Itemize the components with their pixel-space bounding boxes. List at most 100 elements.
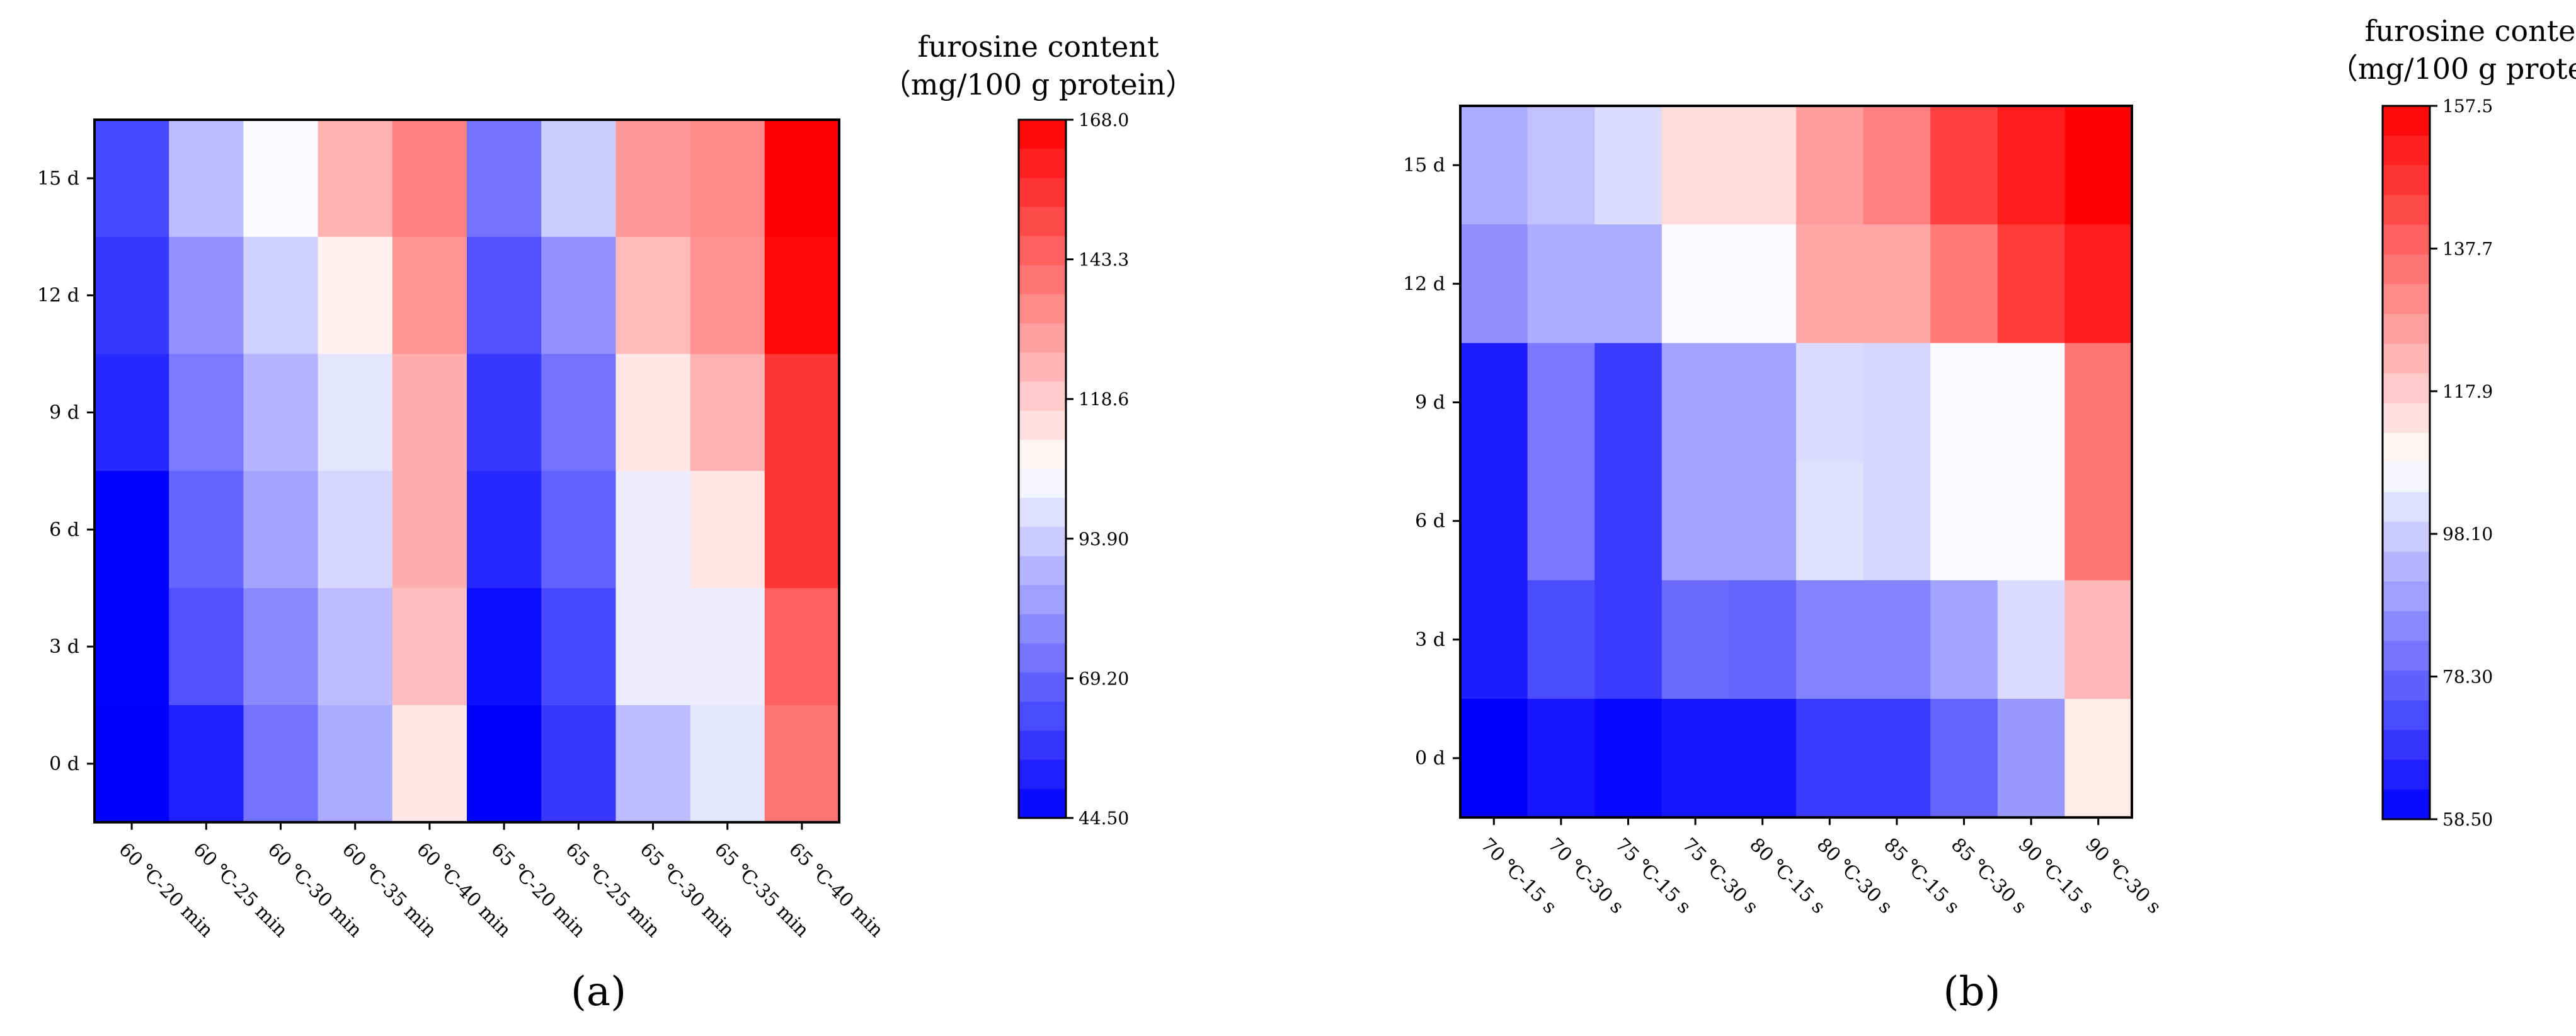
y-tick-label: 15 d bbox=[37, 168, 79, 190]
colorbar-band bbox=[2383, 195, 2430, 226]
heatmap-cell bbox=[764, 236, 840, 355]
heatmap-cell bbox=[615, 471, 691, 589]
colorbar-band bbox=[1019, 469, 1066, 498]
heatmap-cell bbox=[243, 705, 319, 823]
colorbar-tick-label: 44.50 bbox=[1079, 808, 1129, 829]
y-tick-label: 6 d bbox=[1415, 510, 1445, 532]
colorbar-band bbox=[2383, 284, 2430, 314]
heatmap-cell bbox=[1527, 580, 1595, 699]
colorbar-band bbox=[1019, 701, 1066, 732]
colorbar-tick-label: 157.5 bbox=[2442, 96, 2493, 117]
heatmap-cell bbox=[1796, 106, 1864, 225]
heatmap-cell bbox=[1863, 699, 1931, 818]
plot-frame bbox=[1459, 105, 2133, 819]
colorbar-band bbox=[2383, 254, 2430, 285]
heatmap-cell bbox=[1729, 461, 1797, 581]
colorbar-title-line-2: （mg/100 g protein） bbox=[2329, 52, 2576, 86]
heatmap-cell bbox=[615, 236, 691, 355]
heatmap-cell bbox=[1527, 699, 1595, 818]
heatmap-cell bbox=[169, 471, 244, 589]
heatmap-cell bbox=[1930, 343, 1998, 463]
colorbar-band bbox=[1019, 439, 1066, 469]
colorbar-tick-label: 117.9 bbox=[2442, 381, 2493, 402]
heatmap-cell bbox=[690, 120, 765, 238]
colorbar-band bbox=[1019, 381, 1066, 412]
heatmap-cell bbox=[615, 120, 691, 238]
heatmap-cell bbox=[1997, 106, 2065, 225]
colorbar-band bbox=[1019, 730, 1066, 761]
heatmap-cell bbox=[2064, 580, 2132, 699]
colorbar-tick-label: 143.3 bbox=[1079, 250, 1129, 270]
heatmap-cell bbox=[1997, 461, 2065, 581]
colorbar-band bbox=[1019, 788, 1066, 819]
heatmap-cell bbox=[1796, 461, 1864, 581]
colorbar-band bbox=[2383, 641, 2430, 671]
colorbar-tick-label: 168.0 bbox=[1079, 110, 1129, 130]
colorbar-band bbox=[2383, 759, 2430, 790]
heatmap-cell bbox=[1930, 106, 1998, 225]
heatmap-cell bbox=[764, 705, 840, 823]
heatmap-cell bbox=[1594, 699, 1663, 818]
heatmap-cell bbox=[1796, 224, 1864, 343]
heatmap-cell bbox=[169, 236, 244, 355]
heatmap-cell bbox=[1997, 224, 2065, 343]
heatmap-cell bbox=[764, 354, 840, 471]
colorbar-band bbox=[2383, 463, 2430, 493]
heatmap-cell bbox=[1863, 224, 1931, 343]
y-tick-label: 0 d bbox=[1415, 747, 1445, 769]
y-tick-label: 15 d bbox=[1403, 154, 1445, 176]
colorbar-band bbox=[2383, 135, 2430, 166]
colorbar-band bbox=[2383, 700, 2430, 731]
heatmap-cell bbox=[615, 705, 691, 823]
heatmap-cell bbox=[1661, 106, 1729, 225]
heatmap-cell bbox=[1997, 580, 2065, 699]
heatmap-cell bbox=[1930, 224, 1998, 343]
heatmap-cell bbox=[318, 705, 393, 823]
heatmap-cell bbox=[1460, 106, 1528, 225]
heatmap-cell bbox=[392, 236, 467, 355]
colorbar-band bbox=[2383, 343, 2430, 374]
y-tick-label: 9 d bbox=[1415, 392, 1445, 414]
colorbar-tick-label: 93.90 bbox=[1079, 529, 1129, 550]
colorbar-band bbox=[1019, 236, 1066, 266]
heatmap-cell bbox=[392, 588, 467, 706]
heatmap-cell bbox=[1527, 343, 1595, 463]
colorbar-band bbox=[1019, 149, 1066, 178]
panel-label: (a) bbox=[571, 969, 626, 1015]
heatmap-cell bbox=[169, 705, 244, 823]
colorbar-band bbox=[1019, 585, 1066, 615]
colorbar-band bbox=[1019, 672, 1066, 702]
colorbar-band bbox=[2383, 581, 2430, 612]
heatmap-cell bbox=[467, 588, 542, 706]
colorbar-band bbox=[1019, 527, 1066, 557]
y-tick-label: 3 d bbox=[49, 636, 79, 658]
colorbar-band bbox=[1019, 410, 1066, 440]
colorbar-band bbox=[1019, 614, 1066, 644]
heatmap-cell bbox=[392, 471, 467, 589]
colorbar-frame bbox=[1017, 118, 1067, 819]
colorbar-band bbox=[2383, 611, 2430, 642]
heatmap-cell bbox=[1527, 461, 1595, 581]
heatmap-cell bbox=[1796, 580, 1864, 699]
colorbar-band bbox=[1019, 294, 1066, 324]
heatmap-cell bbox=[764, 588, 840, 706]
heatmap-cell bbox=[1930, 699, 1998, 818]
heatmap-cell bbox=[1863, 580, 1931, 699]
heatmap-cell bbox=[467, 120, 542, 238]
heatmap-cell bbox=[392, 705, 467, 823]
heatmap-cell bbox=[764, 120, 840, 238]
colorbar-band bbox=[2383, 314, 2430, 344]
heatmap-cell bbox=[467, 705, 542, 823]
y-tick-label: 0 d bbox=[49, 753, 79, 775]
heatmap-cell bbox=[392, 354, 467, 471]
colorbar-band bbox=[1019, 265, 1066, 295]
heatmap-cell bbox=[1863, 106, 1931, 225]
colorbar-band bbox=[2383, 106, 2430, 136]
heatmap-cell bbox=[1527, 224, 1595, 343]
colorbar-band bbox=[2383, 671, 2430, 701]
heatmap-cell bbox=[1997, 699, 2065, 818]
heatmap-cell bbox=[1594, 580, 1663, 699]
heatmap-cell bbox=[764, 471, 840, 589]
heatmap-cell bbox=[318, 471, 393, 589]
